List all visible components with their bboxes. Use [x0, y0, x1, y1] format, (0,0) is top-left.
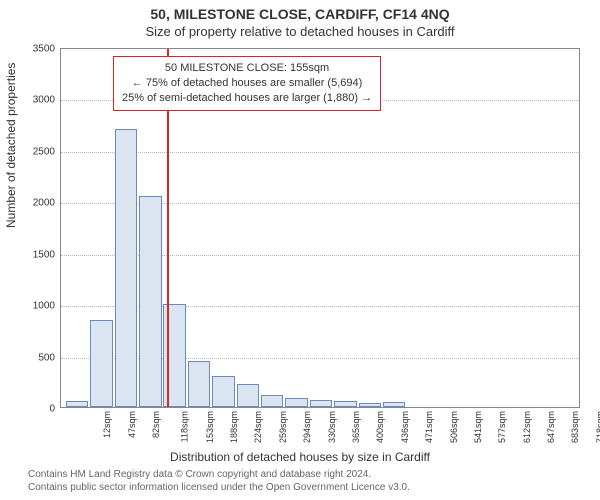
x-tick-label: 506sqm	[449, 411, 459, 443]
y-tick-label: 2500	[15, 146, 55, 157]
histogram-bar	[310, 400, 332, 407]
x-tick-label: 118sqm	[180, 411, 190, 442]
x-tick-label: 224sqm	[254, 411, 264, 443]
footnote-line1: Contains HM Land Registry data © Crown c…	[28, 469, 410, 482]
x-tick-label: 188sqm	[229, 411, 239, 443]
histogram-bar	[188, 361, 210, 407]
x-tick-label: 330sqm	[327, 411, 337, 443]
gridline	[61, 152, 579, 153]
x-tick-label: 577sqm	[497, 411, 507, 443]
histogram-bar	[212, 376, 234, 407]
histogram-bar	[334, 401, 356, 407]
x-tick-label: 294sqm	[302, 411, 312, 443]
histogram-bar	[66, 401, 88, 407]
annot-line3: 25% of semi-detached houses are larger (…	[122, 91, 372, 106]
annot-line1: 50 MILESTONE CLOSE: 155sqm	[122, 61, 372, 76]
y-tick-label: 1000	[15, 301, 55, 312]
x-tick-label: 471sqm	[424, 411, 434, 443]
x-tick-label: 718sqm	[595, 411, 600, 443]
x-tick-label: 365sqm	[351, 411, 361, 443]
annot-line2: ← 75% of detached houses are smaller (5,…	[122, 76, 372, 91]
histogram-bar	[359, 403, 381, 407]
footnote: Contains HM Land Registry data © Crown c…	[28, 469, 410, 494]
page-title: 50, MILESTONE CLOSE, CARDIFF, CF14 4NQ	[0, 0, 600, 22]
x-axis-label: Distribution of detached houses by size …	[0, 450, 600, 464]
y-tick-label: 3500	[15, 44, 55, 55]
y-tick-label: 0	[15, 404, 55, 415]
x-tick-label: 82sqm	[151, 411, 161, 438]
histogram-bar	[237, 384, 259, 407]
plot-area: 050010001500200025003000350012sqm47sqm82…	[60, 48, 580, 408]
x-tick-label: 541sqm	[473, 411, 483, 443]
histogram-bar	[115, 129, 137, 407]
footnote-line2: Contains public sector information licen…	[28, 482, 410, 495]
histogram-bar	[383, 402, 405, 407]
histogram-bar	[90, 320, 112, 407]
histogram-bar	[285, 398, 307, 407]
y-tick-label: 500	[15, 352, 55, 363]
x-tick-label: 153sqm	[205, 411, 215, 443]
x-tick-label: 436sqm	[400, 411, 410, 443]
x-tick-label: 612sqm	[522, 411, 532, 443]
page-subtitle: Size of property relative to detached ho…	[0, 22, 600, 43]
annotation-box: 50 MILESTONE CLOSE: 155sqm← 75% of detac…	[113, 56, 381, 111]
chart-container: 50, MILESTONE CLOSE, CARDIFF, CF14 4NQ S…	[0, 0, 600, 500]
plot-zone: 050010001500200025003000350012sqm47sqm82…	[60, 48, 580, 408]
x-tick-label: 12sqm	[102, 411, 112, 438]
histogram-bar	[139, 196, 161, 407]
y-tick-label: 1500	[15, 249, 55, 260]
x-tick-label: 683sqm	[570, 411, 580, 443]
x-tick-label: 647sqm	[546, 411, 556, 443]
histogram-bar	[261, 395, 283, 407]
x-tick-label: 400sqm	[375, 411, 385, 443]
y-tick-label: 3000	[15, 95, 55, 106]
y-tick-label: 2000	[15, 198, 55, 209]
x-tick-label: 259sqm	[278, 411, 288, 443]
x-tick-label: 47sqm	[127, 411, 137, 438]
